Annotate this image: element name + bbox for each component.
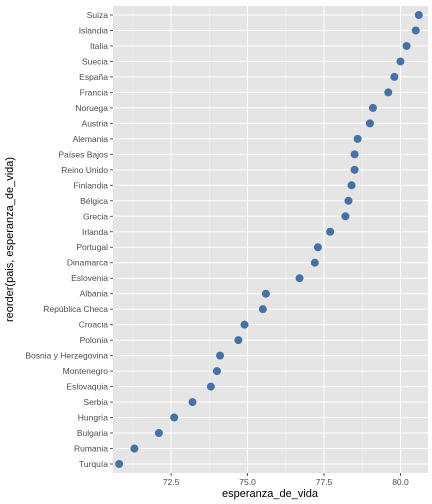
y-tick-label: Albania — [80, 289, 109, 299]
data-point — [350, 165, 359, 174]
data-point — [414, 11, 423, 19]
y-axis-title: reorder(pais, esperanza_de_vida) — [4, 157, 16, 322]
data-point — [310, 258, 319, 267]
y-tick-label: Bosnia y Herzegovina — [25, 351, 108, 361]
y-tick-label: Bulgaria — [77, 428, 108, 438]
y-tick-label: Serbia — [83, 397, 108, 407]
y-tick-label: Irlanda — [82, 227, 108, 237]
y-tick-label: Países Bajos — [58, 149, 108, 159]
y-tick-label: Grecia — [83, 211, 108, 221]
x-axis: 72.5 75.0 77.5 80.0 — [163, 473, 409, 487]
data-point — [344, 196, 353, 205]
y-tick-label: Noruega — [75, 103, 108, 113]
data-point — [384, 88, 393, 97]
data-point — [240, 320, 249, 329]
x-tick-label: 72.5 — [163, 477, 180, 487]
x-tick-label: 80.0 — [392, 477, 409, 487]
data-point — [347, 181, 356, 190]
data-point — [115, 460, 124, 468]
x-axis-title: esperanza_de_vida — [222, 488, 319, 500]
y-tick-label: Croacia — [79, 320, 109, 330]
y-tick-label: Hungría — [78, 413, 109, 423]
data-points — [115, 11, 423, 468]
y-tick-label: Bélgica — [80, 196, 108, 206]
data-point — [261, 289, 270, 298]
data-point — [365, 119, 374, 128]
grid-major — [113, 6, 428, 473]
data-point — [234, 336, 243, 345]
data-point — [326, 227, 335, 236]
y-tick-label: Portugal — [76, 242, 108, 252]
y-tick-label: Montenegro — [63, 366, 109, 376]
data-point — [206, 382, 215, 391]
y-tick-label: Eslovenia — [71, 273, 108, 283]
y-tick-label: Eslovaquia — [66, 382, 108, 392]
x-tick-label: 75.0 — [239, 477, 256, 487]
grid-minor — [132, 6, 363, 473]
y-tick-label: Suecia — [82, 56, 108, 66]
y-axis: Suiza Islandia Italia Suecia España Francia No… — [25, 10, 113, 469]
data-point — [130, 444, 139, 453]
data-point — [402, 41, 411, 50]
y-tick-label: España — [79, 72, 108, 82]
y-tick-label: Turquía — [79, 459, 108, 469]
y-tick-label: Rumania — [74, 444, 108, 454]
data-point — [341, 212, 350, 221]
data-point — [396, 57, 405, 66]
data-point — [350, 150, 359, 159]
y-tick-label: Austria — [82, 118, 109, 128]
data-point — [411, 26, 420, 35]
data-point — [170, 413, 179, 422]
x-tick-label: 77.5 — [316, 477, 333, 487]
data-point — [154, 429, 163, 438]
data-point — [353, 134, 362, 143]
y-tick-label: Polonia — [80, 335, 109, 345]
data-point — [295, 274, 304, 283]
data-point — [188, 398, 197, 407]
y-tick-label: Italia — [90, 41, 108, 51]
y-tick-label: Reino Unido — [61, 165, 108, 175]
data-point — [258, 305, 267, 314]
y-tick-label: Alemania — [73, 134, 109, 144]
data-point — [313, 243, 322, 252]
y-tick-label: Finlandia — [74, 180, 109, 190]
data-point — [390, 72, 399, 81]
data-point — [368, 103, 377, 112]
y-tick-label: Islandia — [79, 25, 109, 35]
plot-panel — [113, 6, 428, 473]
y-tick-label: República Checa — [43, 304, 108, 314]
y-tick-label: Suiza — [87, 10, 109, 20]
y-tick-label: Dinamarca — [67, 258, 108, 268]
data-point — [212, 367, 221, 376]
y-tick-label: Francia — [80, 87, 109, 97]
data-point — [216, 351, 225, 360]
